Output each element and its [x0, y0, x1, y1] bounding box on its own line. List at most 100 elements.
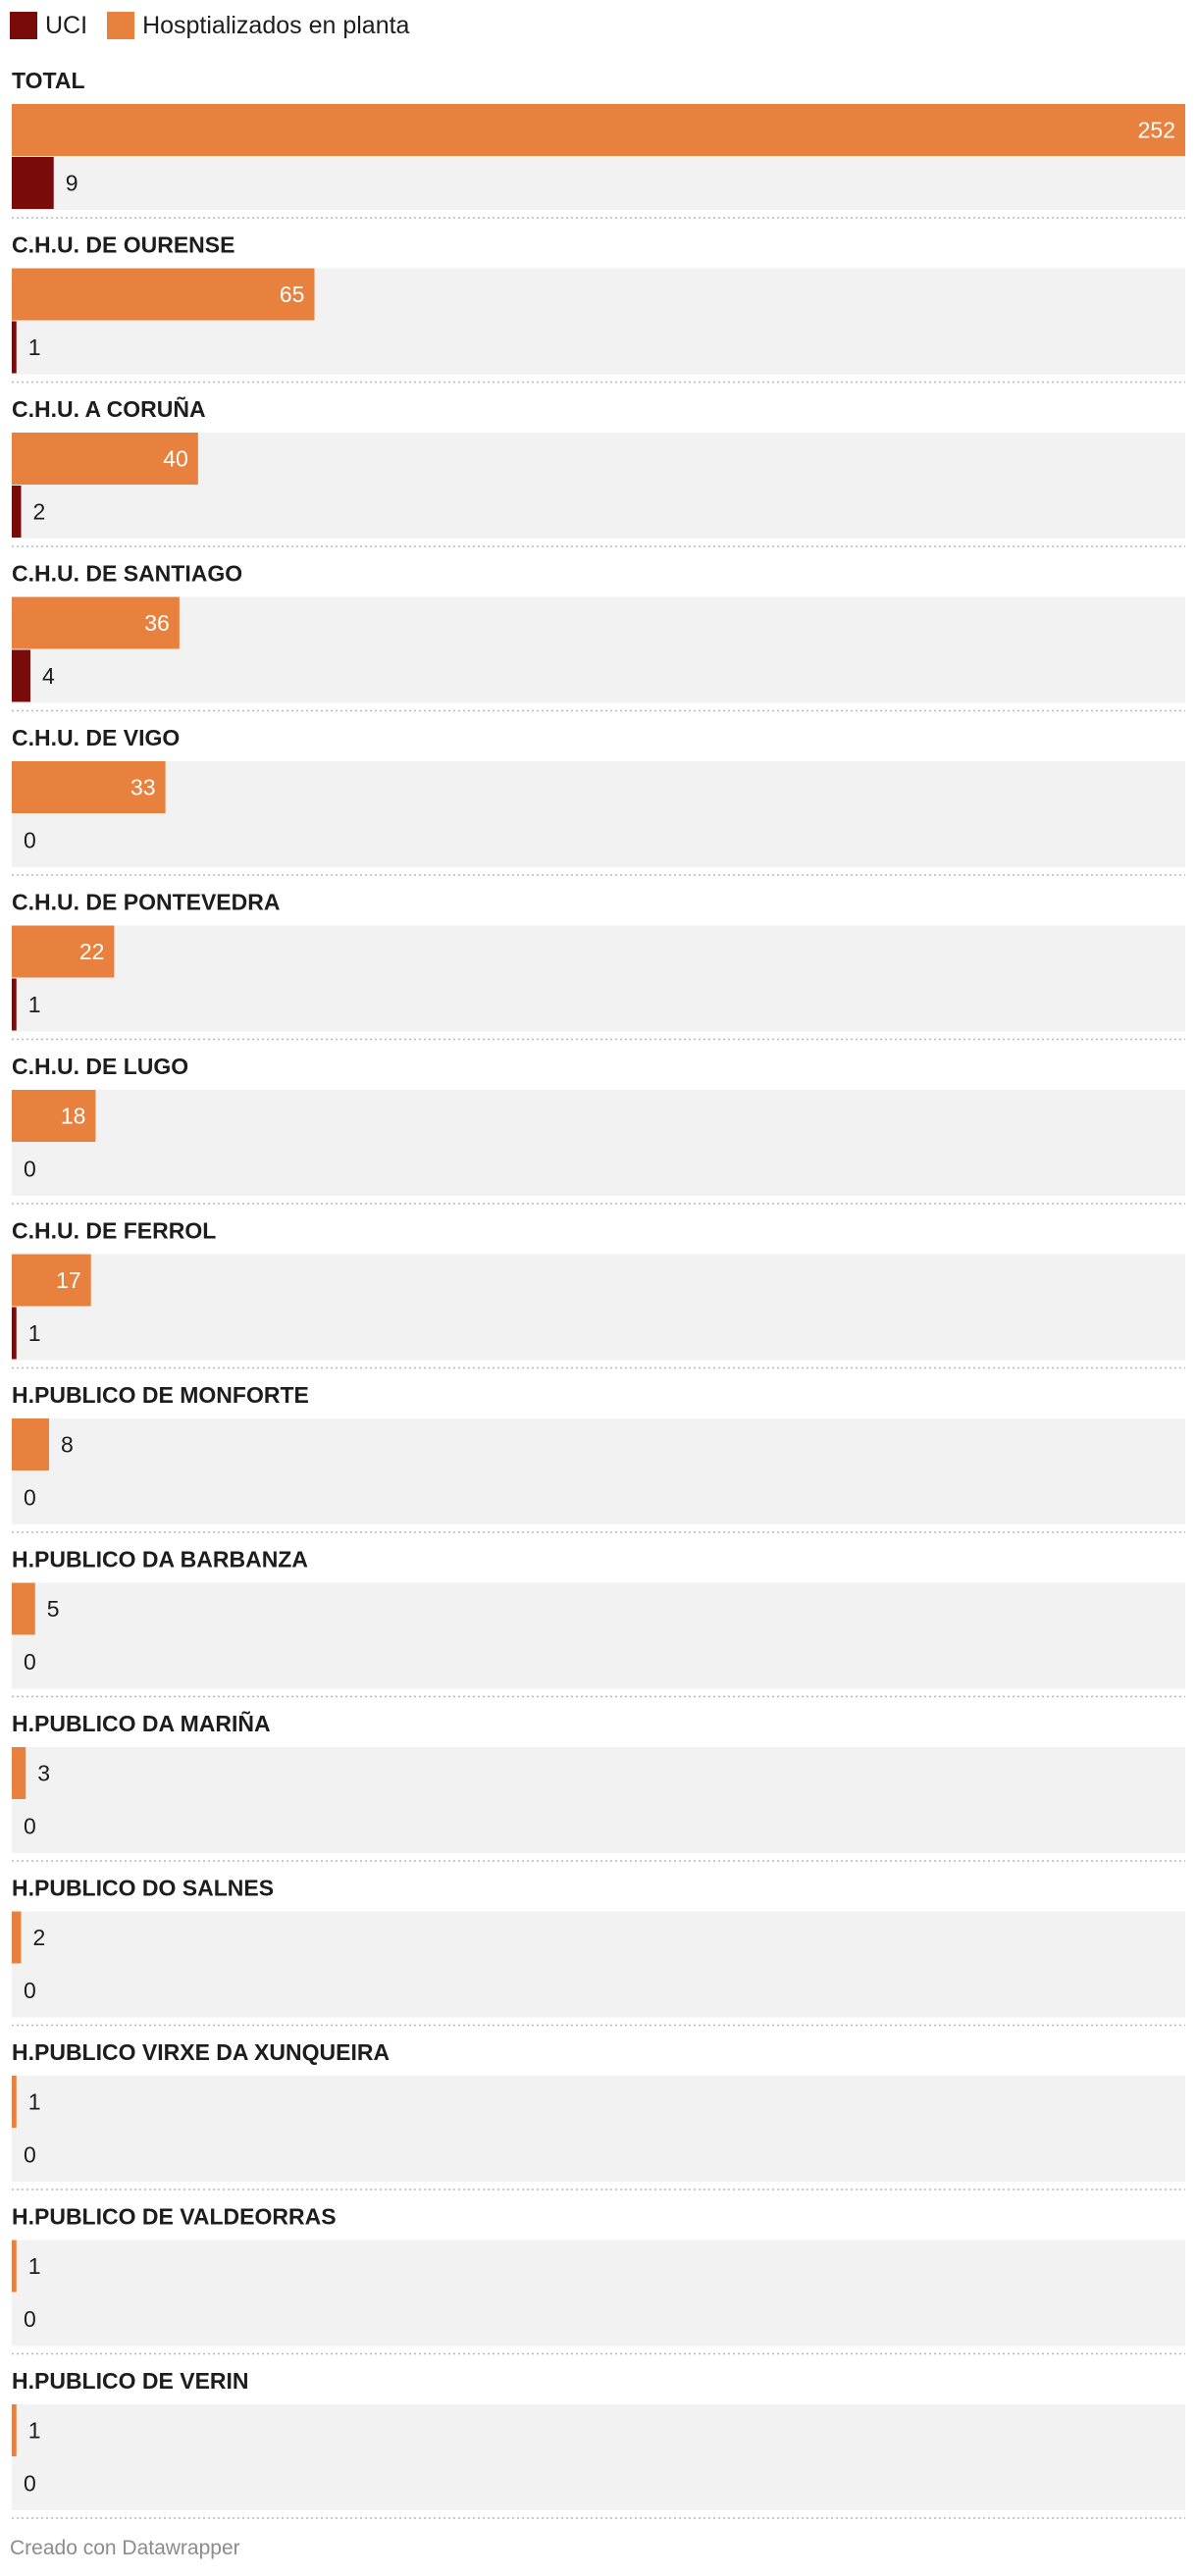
- category-label: C.H.U. DE LUGO: [12, 1054, 188, 1079]
- category-label: TOTAL: [12, 68, 85, 93]
- bar-track: [12, 2404, 1185, 2510]
- category-label: C.H.U. DE SANTIAGO: [12, 561, 242, 587]
- bar-planta: [12, 104, 1185, 156]
- value-label-uci: 0: [24, 2471, 36, 2497]
- value-label-uci: 0: [24, 2306, 36, 2332]
- bar-group-h-publico-do-salnes: H.PUBLICO DO SALNES 2 0: [12, 1876, 1185, 2027]
- bar-track: [12, 1747, 1185, 1853]
- category-label: C.H.U. DE VIGO: [12, 725, 180, 750]
- bar-group-h-publico-de-monforte: H.PUBLICO DE MONFORTE 8 0: [12, 1382, 1185, 1533]
- value-label-uci: 0: [24, 1649, 36, 1674]
- bar-track: [12, 433, 1185, 539]
- bar-group-c-h-u-de-ferrol: C.H.U. DE FERROL 17 1: [12, 1218, 1185, 1369]
- value-label-uci: 0: [24, 1157, 36, 1182]
- value-label-uci: 0: [24, 828, 36, 853]
- bar-track: [12, 596, 1185, 703]
- value-label-uci: 4: [42, 663, 55, 689]
- legend: UCI Hosptializados en planta: [10, 10, 429, 41]
- value-label-uci: 0: [24, 1814, 36, 1839]
- bar-track: [12, 1254, 1185, 1361]
- bar-uci: [12, 486, 22, 538]
- bar-track: [12, 761, 1185, 867]
- legend-label-planta: Hosptializados en planta: [142, 11, 410, 39]
- bar-planta: [12, 761, 166, 813]
- bar-planta: [12, 2240, 17, 2293]
- bar-group-h-publico-virxe-da-xunqueira: H.PUBLICO VIRXE DA XUNQUEIRA 1 0: [12, 2039, 1185, 2190]
- bar-planta: [12, 1090, 96, 1142]
- value-label-planta: 17: [56, 1267, 81, 1293]
- bar-group-total: TOTAL 252 9: [12, 68, 1185, 219]
- bar-track: [12, 1418, 1185, 1524]
- value-label-planta: 18: [61, 1104, 86, 1129]
- value-label-planta: 1: [28, 2089, 41, 2115]
- bar-track: [12, 1582, 1185, 1689]
- bar-track: [12, 1911, 1185, 2018]
- bar-planta: [12, 1582, 35, 1635]
- value-label-planta: 2: [32, 1925, 45, 1950]
- value-label-uci: 1: [28, 992, 41, 1017]
- value-label-uci: 9: [66, 171, 78, 196]
- bar-planta: [12, 1254, 91, 1307]
- bar-group-h-publico-da-marin-a: H.PUBLICO DA MARIÑA 3 0: [12, 1710, 1185, 1862]
- bar-track: [12, 2240, 1185, 2346]
- bar-uci: [12, 978, 17, 1031]
- bar-group-h-publico-da-barbanza: H.PUBLICO DA BARBANZA 5 0: [12, 1547, 1185, 1698]
- bar-group-c-h-u-de-santiago: C.H.U. DE SANTIAGO 36 4: [12, 561, 1185, 712]
- category-label: H.PUBLICO DA MARIÑA: [12, 1710, 271, 1736]
- legend-swatch-planta: [107, 12, 135, 39]
- bar-planta: [12, 2076, 17, 2128]
- category-label: C.H.U. DE FERROL: [12, 1218, 216, 1244]
- bar-planta: [12, 1911, 22, 1964]
- category-label: H.PUBLICO DE VERIN: [12, 2368, 249, 2394]
- value-label-planta: 3: [37, 1761, 50, 1786]
- value-label-uci: 0: [24, 2142, 36, 2168]
- bar-planta: [12, 268, 315, 321]
- category-label: H.PUBLICO DE MONFORTE: [12, 1382, 309, 1408]
- value-label-uci: 1: [28, 335, 41, 360]
- bar-planta: [12, 433, 198, 485]
- bar-uci: [12, 321, 17, 374]
- bar-group-h-publico-de-verin: H.PUBLICO DE VERIN 1 0: [12, 2368, 1185, 2519]
- bar-planta: [12, 2404, 17, 2456]
- bar-group-c-h-u-de-lugo: C.H.U. DE LUGO 18 0: [12, 1054, 1185, 1205]
- bar-planta: [12, 1418, 49, 1470]
- bar-track: [12, 1090, 1185, 1196]
- bar-planta: [12, 596, 180, 649]
- value-label-planta: 252: [1138, 118, 1175, 143]
- category-label: C.H.U. A CORUÑA: [12, 395, 206, 422]
- value-label-planta: 1: [28, 2418, 41, 2444]
- value-label-planta: 65: [280, 282, 305, 307]
- bar-group-c-h-u-de-ourense: C.H.U. DE OURENSE 65 1: [12, 232, 1185, 384]
- value-label-planta: 5: [47, 1596, 60, 1622]
- category-label: H.PUBLICO DE VALDEORRAS: [12, 2204, 337, 2230]
- bar-track: [12, 2076, 1185, 2182]
- bar-uci: [12, 649, 30, 702]
- legend-item-uci: UCI: [10, 12, 87, 40]
- category-label: H.PUBLICO VIRXE DA XUNQUEIRA: [12, 2039, 390, 2065]
- category-label: C.H.U. DE PONTEVEDRA: [12, 890, 280, 915]
- bar-group-c-h-u-a-corun-a: C.H.U. A CORUÑA 40 2: [12, 395, 1185, 547]
- value-label-planta: 8: [61, 1432, 74, 1458]
- value-label-uci: 1: [28, 1320, 41, 1346]
- bar-track: [12, 925, 1185, 1032]
- category-label: C.H.U. DE OURENSE: [12, 232, 234, 258]
- value-label-uci: 2: [32, 499, 45, 525]
- value-label-planta: 22: [79, 939, 105, 964]
- bar-group-c-h-u-de-pontevedra: C.H.U. DE PONTEVEDRA 22 1: [12, 890, 1185, 1041]
- bar-uci: [12, 1307, 17, 1360]
- value-label-uci: 0: [24, 1978, 36, 2003]
- legend-label-uci: UCI: [45, 11, 88, 39]
- legend-swatch-uci: [10, 12, 37, 39]
- category-label: H.PUBLICO DO SALNES: [12, 1876, 274, 1901]
- value-label-planta: 33: [130, 775, 156, 800]
- category-label: H.PUBLICO DA BARBANZA: [12, 1547, 308, 1572]
- value-label-planta: 36: [144, 610, 170, 636]
- value-label-uci: 0: [24, 1485, 36, 1511]
- value-label-planta: 40: [163, 446, 188, 472]
- bar-group-c-h-u-de-vigo: C.H.U. DE VIGO 33 0: [12, 725, 1185, 876]
- bar-planta: [12, 1747, 26, 1799]
- legend-item-planta: Hosptializados en planta: [107, 12, 409, 40]
- footer-credit: Creado con Datawrapper: [10, 2537, 240, 2559]
- bar-group-h-publico-de-valdeorras: H.PUBLICO DE VALDEORRAS 1 0: [12, 2204, 1185, 2355]
